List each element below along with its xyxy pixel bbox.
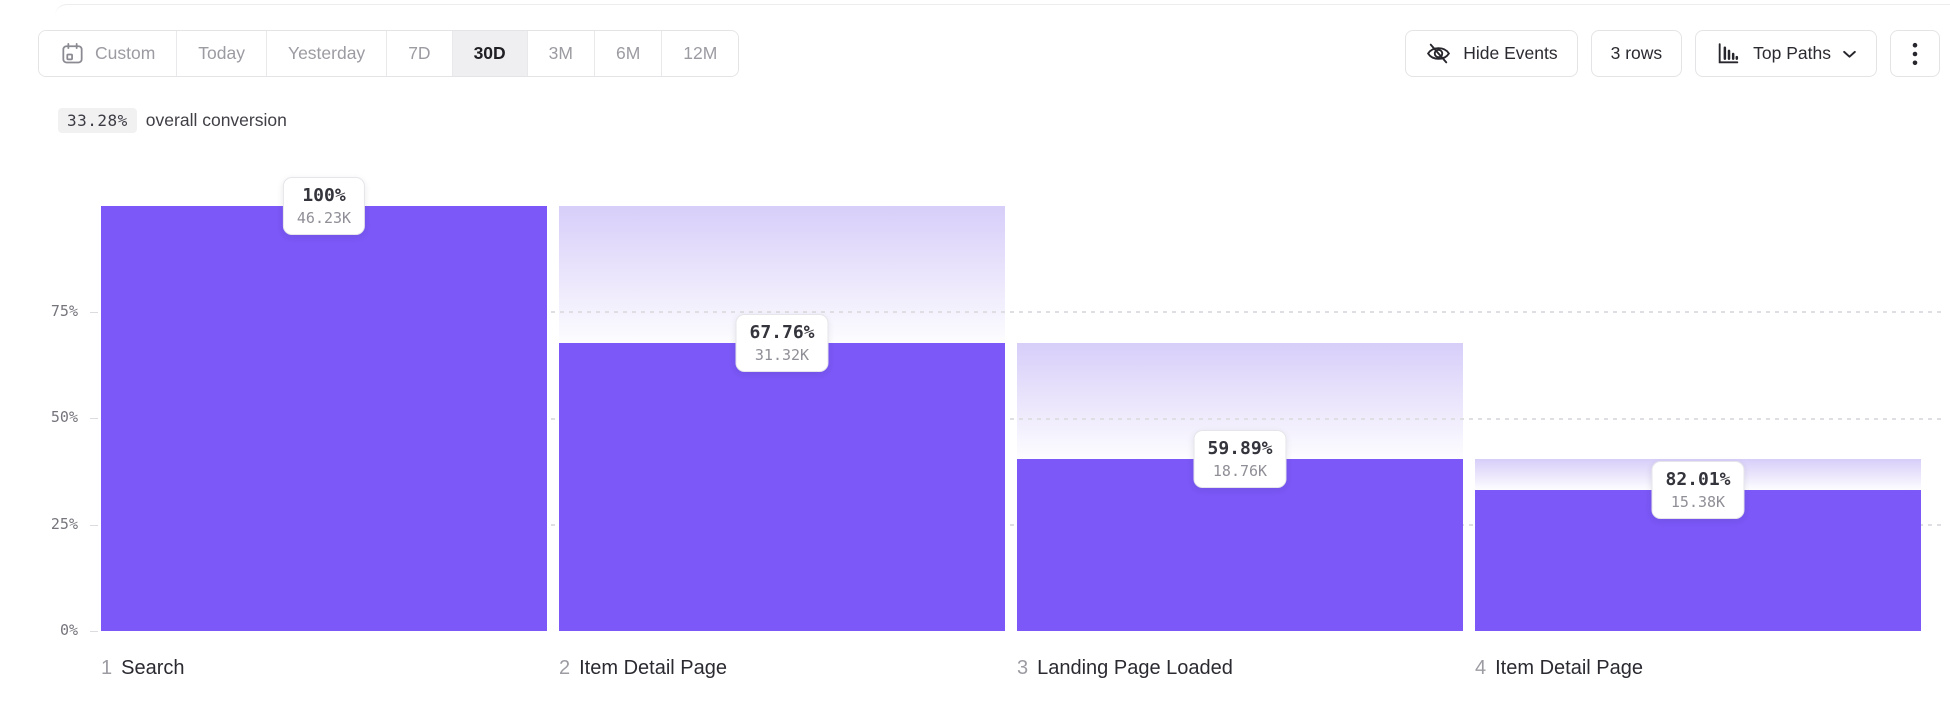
step-tooltip: 82.01% 15.38K	[1651, 460, 1745, 519]
date-range-30d[interactable]: 30D	[452, 31, 528, 76]
date-range-today[interactable]: Today	[177, 31, 267, 76]
step-conversion-pct: 82.01%	[1665, 468, 1731, 490]
hide-events-button[interactable]: Hide Events	[1405, 30, 1578, 77]
funnel-step-2: 67.76% 31.32K 2 Item Detail Page	[559, 206, 1005, 679]
toolbar-actions: Hide Events 3 rows Top Paths	[1405, 30, 1940, 77]
histogram-icon	[1715, 40, 1742, 67]
step-conversion-pct: 67.76%	[749, 322, 815, 344]
date-range-label: 30D	[473, 43, 506, 63]
step-number: 4	[1475, 657, 1487, 679]
date-range-6m[interactable]: 6M	[594, 31, 663, 76]
y-axis-tick-75: 75%	[50, 302, 78, 320]
y-axis-tickmark	[90, 312, 98, 313]
chevron-down-icon	[1842, 49, 1857, 59]
date-range-3m[interactable]: 3M	[527, 31, 595, 76]
date-range-7d[interactable]: 7D	[387, 31, 453, 76]
step-count: 18.76K	[1212, 461, 1268, 480]
hide-events-label: Hide Events	[1463, 43, 1558, 63]
y-axis-tickmark	[90, 631, 98, 632]
funnel-bar[interactable]	[559, 343, 1005, 631]
step-conversion-pct: 59.89%	[1207, 437, 1273, 459]
date-range-label: Today	[198, 43, 245, 63]
date-range-yesterday[interactable]: Yesterday	[267, 31, 388, 76]
step-label: 1 Search	[101, 657, 185, 680]
step-tooltip: 100% 46.23K	[282, 177, 366, 235]
step-name: Search	[121, 657, 185, 679]
step-conversion-pct: 100%	[302, 185, 346, 206]
date-range-label: Custom	[95, 43, 156, 63]
overall-conversion-text: overall conversion	[145, 110, 287, 130]
date-range-12m[interactable]: 12M	[662, 31, 739, 76]
step-label: 4 Item Detail Page	[1475, 657, 1643, 680]
toolbar: Custom Today Yesterday 7D 30D 3M 6M 12M	[38, 30, 1940, 77]
overall-conversion-value: 33.28%	[58, 108, 137, 133]
step-name: Item Detail Page	[1495, 657, 1643, 679]
view-selector-label: Top Paths	[1753, 43, 1831, 63]
gridline-75	[101, 311, 1945, 313]
step-label: 3 Landing Page Loaded	[1017, 657, 1233, 680]
step-name: Landing Page Loaded	[1037, 657, 1233, 679]
rows-button[interactable]: 3 rows	[1590, 30, 1683, 77]
step-count: 15.38K	[1670, 492, 1726, 511]
date-range-custom[interactable]: Custom	[39, 31, 178, 76]
panel-top-border	[55, 4, 1950, 16]
funnel-step-4: 82.01% 15.38K 4 Item Detail Page	[1475, 206, 1921, 679]
step-tooltip: 59.89% 18.76K	[1193, 429, 1287, 488]
step-name: Item Detail Page	[579, 657, 727, 679]
step-number: 1	[101, 657, 113, 679]
date-range-label: Yesterday	[288, 43, 366, 63]
more-menu-button[interactable]	[1890, 30, 1940, 77]
funnel-step-3: 59.89% 18.76K 3 Landing Page Loaded	[1017, 206, 1463, 679]
date-range-selector: Custom Today Yesterday 7D 30D 3M 6M 12M	[38, 30, 740, 77]
step-tooltip: 67.76% 31.32K	[735, 314, 829, 373]
view-selector-button[interactable]: Top Paths	[1695, 30, 1877, 77]
funnel-bar[interactable]	[101, 206, 547, 631]
gridline-50	[101, 418, 1945, 420]
step-count: 31.32K	[754, 346, 810, 365]
y-axis-tick-50: 50%	[50, 408, 78, 426]
kebab-icon	[1912, 42, 1918, 66]
step-label: 2 Item Detail Page	[559, 657, 727, 680]
date-range-label: 3M	[548, 43, 573, 63]
y-axis-tick-0: 0%	[59, 621, 78, 639]
step-count: 46.23K	[296, 209, 352, 227]
step-number: 3	[1017, 657, 1029, 679]
step-number: 2	[559, 657, 571, 679]
funnel-plot-area: 100% 46.23K 1 Search 67.76% 31.32K 2 Ite…	[101, 177, 1921, 679]
date-range-label: 12M	[683, 43, 718, 63]
calendar-icon	[60, 41, 85, 66]
date-range-label: 6M	[615, 43, 641, 63]
funnel-step-1: 100% 46.23K 1 Search	[101, 177, 547, 679]
funnel-chart: 75% 50% 25% 0% 100% 46.23K 1 Search	[0, 177, 1950, 706]
y-axis-tickmark	[90, 418, 98, 419]
y-axis-tickmark	[90, 525, 98, 526]
rows-label: 3 rows	[1610, 43, 1663, 63]
overall-conversion-summary: 33.28% overall conversion	[58, 108, 287, 133]
y-axis-tick-25: 25%	[50, 515, 78, 533]
date-range-label: 7D	[408, 43, 431, 63]
eye-off-icon	[1425, 40, 1452, 67]
